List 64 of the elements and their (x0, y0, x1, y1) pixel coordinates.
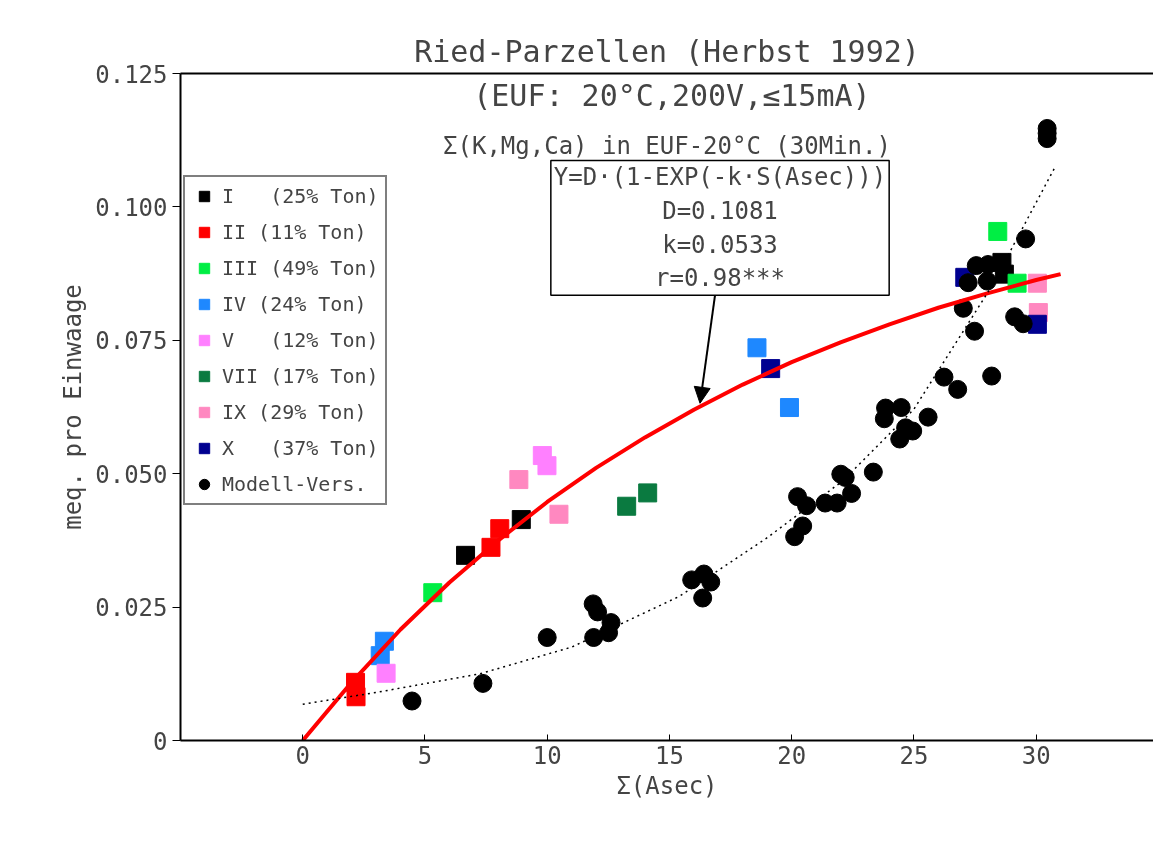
point (918, 407, 938, 427)
point (537, 456, 557, 476)
point (638, 483, 658, 503)
point (456, 545, 476, 565)
point (584, 628, 604, 647)
point (891, 398, 911, 418)
point (827, 493, 847, 513)
point (988, 221, 1008, 241)
legend-label: VII (17% Ton) (222, 363, 379, 389)
point (965, 321, 985, 341)
point (863, 462, 883, 482)
annotation: Σ(K,Mg,Ca) in EUF-20°C (30Min.) (443, 131, 891, 160)
y-tick-label: 0.075 (95, 327, 168, 356)
point (779, 398, 799, 418)
point (376, 663, 396, 683)
annotation: Y=D·(1-EXP(-k·S(Asec))) D=0.1081 k=0.0533 r=0.98*** (553, 163, 887, 293)
point (509, 470, 529, 490)
point (693, 588, 713, 608)
legend-label: V (12% Ton) (222, 327, 379, 353)
x-tick-label: 0 (295, 741, 310, 770)
point (948, 379, 968, 399)
point (1013, 314, 1033, 334)
point (701, 572, 721, 592)
point (599, 623, 619, 643)
legend-label: X (37% Ton) (222, 435, 379, 461)
legend-label: IX (29% Ton) (222, 399, 367, 425)
point (490, 519, 510, 539)
x-tick-label: 5 (417, 741, 433, 770)
point (1016, 229, 1036, 249)
point (473, 673, 493, 693)
point (549, 504, 569, 524)
point (747, 338, 767, 358)
legend-label: I (25% Ton) (222, 183, 379, 209)
x-tick-label: 10 (532, 741, 562, 770)
legend-label: III (49% Ton) (222, 255, 379, 281)
y-axis-title: meq. pro Einwaage (59, 284, 88, 530)
y-tick-label: 0.050 (95, 460, 168, 489)
point (934, 367, 954, 387)
legend-label: IV (24% Ton) (222, 291, 367, 317)
point (958, 273, 978, 293)
chart-title: Ried-Parzellen (Herbst 1992) (414, 33, 920, 69)
point (874, 409, 894, 429)
x-axis-title: Σ(Asec) (616, 771, 718, 800)
y-tick-label: 0.025 (95, 594, 168, 623)
point (617, 496, 637, 516)
x-tick-label: 25 (899, 741, 929, 770)
point (982, 366, 1002, 386)
x-tick-label: 30 (1021, 741, 1051, 770)
point (842, 483, 862, 503)
point (346, 687, 366, 707)
legend-label: Modell-Vers. (222, 471, 367, 497)
point (977, 271, 997, 291)
y-tick-label: 0.100 (95, 193, 168, 222)
point (402, 691, 422, 711)
legend-label: II (11% Ton) (222, 219, 367, 245)
x-tick-label: 20 (777, 741, 807, 770)
point (537, 628, 557, 647)
point (588, 602, 608, 622)
x-tick-label: 15 (655, 741, 684, 770)
chart-subtitle: (EUF: 20°C,200V,≤15mA) (473, 78, 871, 113)
point (785, 527, 805, 547)
y-tick-label: 0.125 (95, 60, 168, 89)
point (890, 429, 910, 449)
point (797, 496, 817, 516)
